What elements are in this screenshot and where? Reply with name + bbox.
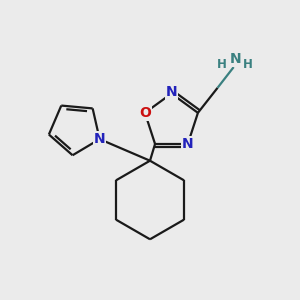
Text: H: H: [243, 58, 253, 71]
Text: N: N: [182, 137, 194, 151]
Text: O: O: [139, 106, 151, 120]
Text: N: N: [229, 52, 241, 66]
Text: N: N: [166, 85, 177, 100]
Text: N: N: [94, 132, 105, 146]
Text: H: H: [217, 58, 227, 71]
